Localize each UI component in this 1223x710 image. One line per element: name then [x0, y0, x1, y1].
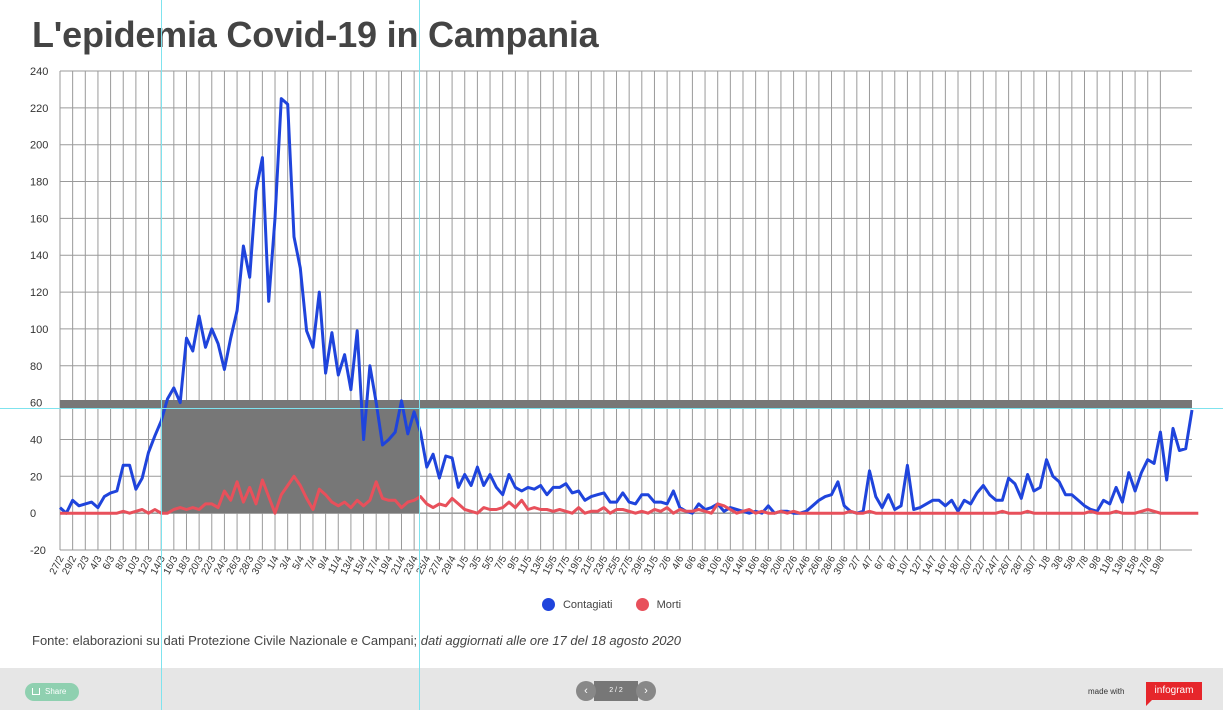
share-label: Share: [45, 687, 67, 696]
legend-label: Morti: [656, 599, 682, 611]
footer-bar: Share 2 / 2 ‹ › made with infogram: [0, 668, 1223, 710]
chevron-left-icon[interactable]: ‹: [576, 681, 596, 701]
share-button[interactable]: Share: [25, 683, 79, 701]
y-tick-label: 220: [30, 103, 48, 115]
page-indicator: 2 / 2: [594, 681, 638, 701]
series-line-contagiati: [59, 97, 1194, 515]
legend-dot-icon: [541, 598, 555, 611]
selection-box: [162, 409, 419, 514]
y-tick-label: 100: [30, 324, 48, 336]
series-line-morti: [60, 474, 1199, 515]
y-tick-label: 200: [30, 140, 48, 152]
legend-item-contagiati[interactable]: Contagiati: [541, 598, 613, 611]
pager: 2 / 2 ‹ ›: [576, 681, 656, 701]
y-tick-label: 240: [30, 66, 48, 78]
chart-title: L'epidemia Covid-19 in Campania: [32, 14, 599, 55]
y-tick-label: 60: [30, 398, 42, 410]
y-tick-label: 0: [30, 508, 36, 520]
x-tick-label: 19/8: [1148, 554, 1167, 577]
y-tick-label: 80: [30, 361, 42, 373]
legend-item-morti[interactable]: Morti: [635, 598, 682, 611]
source-update-text: dati aggiornati alle ore 17 del 18 agost…: [420, 633, 681, 648]
made-with-text: made with: [1088, 687, 1125, 696]
y-tick-label: 20: [30, 471, 42, 483]
series-lines: [59, 97, 1199, 515]
y-tick-label: 40: [30, 434, 42, 446]
y-tick-label: 180: [30, 177, 48, 189]
legend-label: Contagiati: [562, 599, 613, 611]
source-text: Fonte: elaborazioni su dati Protezione C…: [32, 633, 418, 648]
y-tick-label: 140: [30, 250, 48, 262]
x-axis-ticks: 27/229/22/34/36/38/310/312/314/316/318/3…: [48, 554, 1167, 577]
legend: Contagiati Morti: [0, 598, 1223, 611]
chevron-right-icon[interactable]: ›: [636, 681, 656, 701]
source-note: Fonte: elaborazioni su dati Protezione C…: [32, 633, 681, 648]
legend-dot-icon: [635, 598, 649, 611]
selection-overlay: [60, 400, 1192, 514]
y-tick-label: -20: [30, 545, 46, 557]
y-tick-label: 120: [30, 287, 48, 299]
selection-band: [60, 400, 1192, 409]
y-tick-label: 160: [30, 213, 48, 225]
share-icon: [32, 688, 40, 695]
infogram-logo[interactable]: infogram: [1146, 682, 1202, 706]
